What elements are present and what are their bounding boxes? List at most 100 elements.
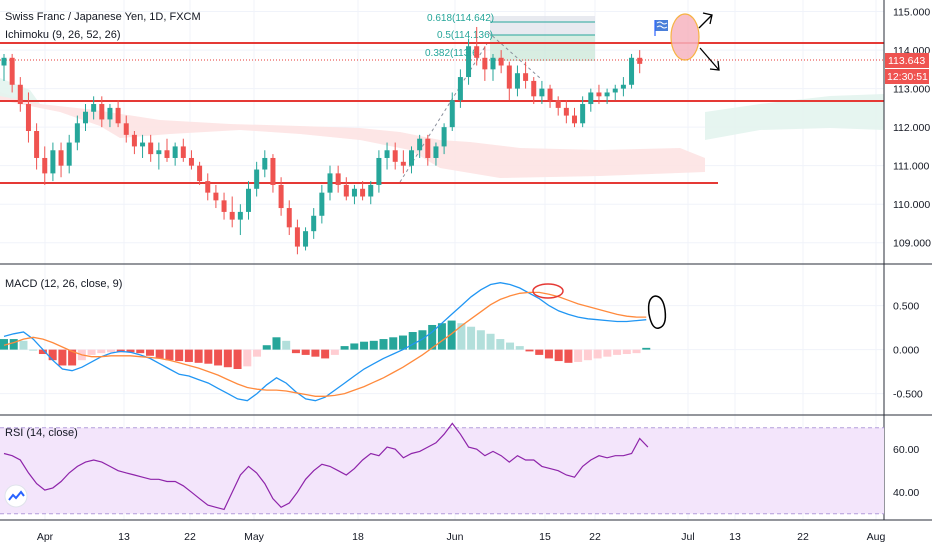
time-tick-label: 13 (729, 531, 741, 543)
candle-body (588, 92, 594, 105)
candle-body (376, 157, 382, 185)
candle-body (523, 73, 529, 81)
candle-body (237, 211, 243, 220)
candle-body (42, 157, 48, 174)
candle-body (246, 188, 251, 212)
macd-hist-bar (165, 349, 174, 361)
fib-label-05: 0.5(114.136) (437, 30, 493, 41)
macd-hist-bar (350, 343, 359, 350)
cloud-green-area (705, 94, 884, 140)
last-price-value: 113.643 (888, 55, 925, 67)
macd-hist-bar (223, 349, 232, 368)
candle-body (433, 146, 439, 158)
rsi-label[interactable]: RSI (14, close) (5, 427, 78, 439)
ichimoku-label[interactable]: Ichimoku (9, 26, 52, 26) (5, 29, 121, 41)
crossover-circle (532, 283, 564, 299)
tradingview-logo-icon[interactable] (4, 484, 28, 508)
price-tick-label: 112.000 (893, 122, 930, 134)
macd-label[interactable]: MACD (12, 26, close, 9) (5, 278, 122, 290)
macd-hist-bar (583, 349, 592, 361)
candle-body (555, 100, 561, 108)
candle-body (164, 150, 170, 158)
price-axis[interactable]: 109.000110.000111.000112.000113.000114.0… (893, 7, 931, 500)
candle-body (205, 181, 211, 193)
chart-grid (0, 0, 884, 520)
candle-body (131, 134, 137, 147)
candle-body (229, 211, 235, 220)
candle-body (490, 57, 496, 70)
candle-body (270, 157, 276, 185)
candle-body (604, 92, 610, 97)
macd-line (3, 282, 647, 402)
time-tick-label: 13 (118, 531, 130, 543)
candle-body (637, 57, 643, 64)
candle-body (409, 150, 414, 166)
time-axis[interactable]: Apr 13 22 May 18 Jun 15 22 Jul 13 22 Aug (0, 519, 932, 543)
signal-line (3, 291, 647, 397)
time-tick-label: Jun (447, 531, 464, 543)
candle-body (286, 208, 292, 228)
candle-body (99, 104, 105, 120)
price-tick-label: 110.000 (893, 199, 930, 211)
up-arrow (698, 14, 713, 29)
candle-body (221, 200, 227, 212)
highlight-ellipse (670, 13, 700, 61)
rsi-tick-label: 60.00 (893, 444, 919, 456)
macd-hist-bar (282, 340, 291, 350)
rsi-tick-label: 40.00 (893, 487, 919, 499)
time-tick-label: May (244, 531, 265, 543)
flag-icon[interactable] (654, 20, 668, 36)
macd-hist-bar (48, 349, 57, 361)
candle-body (474, 46, 480, 58)
price-tick-label: 109.000 (893, 238, 931, 250)
rsi-band (0, 427, 884, 514)
macd-hist-bar (428, 324, 437, 350)
macd-hist-bar (145, 349, 154, 356)
candle-body (172, 146, 178, 158)
macd-hist-bar (97, 349, 106, 354)
candle-body (74, 123, 80, 143)
candle-body (596, 92, 602, 97)
candle-body (384, 150, 390, 158)
macd-hist-bar (418, 330, 427, 350)
macd-hist-bar (58, 349, 67, 366)
candle-body (254, 169, 260, 189)
candle-body (303, 231, 309, 247)
candle-body (466, 46, 472, 78)
macd-hist-bar (68, 349, 77, 366)
macd-tick-label: 0.000 (893, 345, 919, 357)
candle-body (360, 188, 366, 197)
time-tick-label: 22 (184, 531, 196, 543)
candle-body (506, 65, 512, 89)
rsi-pane[interactable]: RSI (14, close) (0, 422, 884, 515)
price-pane[interactable]: 0.618(114.642) 0.5(114.136) 0.382(113.6 … (0, 11, 884, 255)
chart-title: Swiss Franc / Japanese Yen, 1D, FXCM (5, 11, 201, 23)
candle-body (34, 131, 40, 158)
time-tick-label: 22 (797, 531, 809, 543)
candle-body (457, 77, 463, 101)
macd-hist-bar (398, 335, 407, 350)
macd-hist-bar (369, 340, 378, 350)
macd-hist-bar (233, 349, 242, 369)
candle-body (343, 184, 349, 197)
macd-pane[interactable]: MACD (12, 26, close, 9) (0, 278, 667, 402)
macd-hist-bar (19, 340, 28, 350)
candle-body (547, 88, 553, 101)
countdown-value: 12:30:51 (887, 71, 928, 83)
rsi-line (3, 422, 649, 511)
cloud-red-area (0, 92, 705, 178)
macd-hist-bar (506, 342, 515, 350)
candle-body (580, 104, 586, 124)
macd-hist-bar (544, 349, 553, 359)
candle-body (400, 161, 406, 166)
macd-hist-bar (29, 349, 38, 351)
macd-hist-bar (243, 349, 252, 367)
candle-body (1, 57, 7, 66)
candle-body (294, 227, 300, 247)
last-price-tag (885, 53, 929, 68)
macd-hist-bar (0, 339, 8, 350)
candle-body (197, 165, 203, 182)
candle-body (563, 107, 569, 116)
time-tick-label: 22 (589, 531, 601, 543)
